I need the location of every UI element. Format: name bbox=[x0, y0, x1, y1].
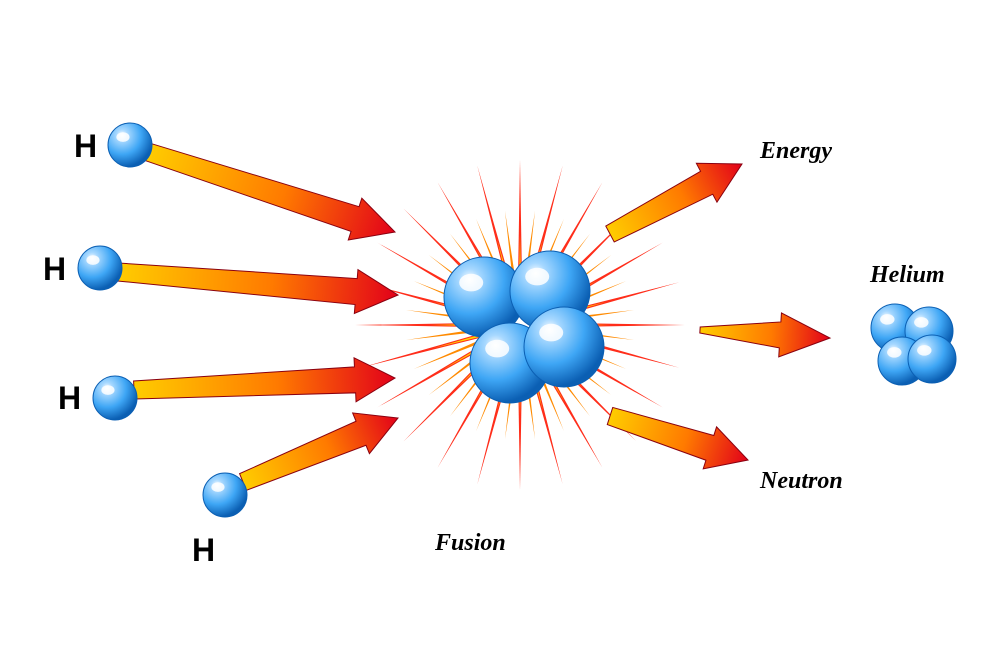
hydrogen-atom-1 bbox=[108, 123, 152, 167]
hydrogen-label-1: H bbox=[74, 128, 97, 165]
output-arrow-1 bbox=[606, 163, 742, 242]
hydrogen-atom-4 bbox=[203, 473, 247, 517]
hydrogen-atom-2 bbox=[78, 246, 122, 290]
hydrogen-label-4: H bbox=[192, 532, 215, 569]
helium-label: Helium bbox=[870, 262, 945, 289]
hydrogen-label-3: H bbox=[58, 380, 81, 417]
input-arrow-4 bbox=[240, 413, 398, 490]
helium-nucleus bbox=[871, 304, 956, 385]
input-arrow-1 bbox=[145, 143, 395, 240]
energy-label: Energy bbox=[760, 138, 832, 165]
input-arrow-3 bbox=[134, 358, 395, 402]
fused-nucleus bbox=[444, 251, 604, 403]
helium-nucleon-4 bbox=[908, 335, 956, 383]
neutron-label: Neutron bbox=[760, 468, 843, 495]
hydrogen-label-2: H bbox=[43, 251, 66, 288]
output-arrow-2 bbox=[607, 407, 748, 468]
fusion-label: Fusion bbox=[435, 530, 506, 557]
helium-arrow bbox=[700, 313, 830, 357]
nucleon-4 bbox=[524, 307, 604, 387]
hydrogen-atom-3 bbox=[93, 376, 137, 420]
input-arrow-2 bbox=[117, 263, 398, 313]
